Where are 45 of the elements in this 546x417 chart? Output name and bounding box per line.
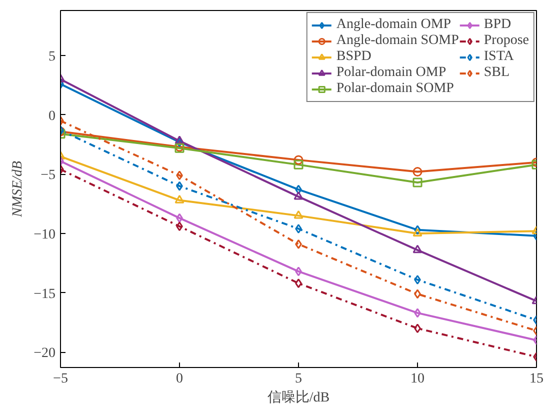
y-tick-label: −5 — [40, 168, 56, 184]
point — [176, 222, 183, 232]
point — [294, 191, 304, 200]
point — [174, 136, 184, 144]
legend-label: SBL — [484, 65, 510, 81]
y-tick-label: −10 — [34, 227, 56, 242]
point — [176, 213, 183, 223]
point — [176, 181, 183, 191]
point — [295, 278, 302, 288]
point — [414, 289, 421, 299]
legend-label: Angle-domain OMP — [336, 17, 452, 33]
legend-label: BSPD — [336, 49, 372, 65]
y-tick-label: −20 — [34, 346, 56, 362]
point — [295, 184, 302, 194]
x-tick-label: 10 — [410, 372, 424, 386]
legend-label: Polar-domain SOMP — [336, 81, 454, 97]
x-tick-label: 15 — [530, 372, 544, 386]
point — [295, 266, 302, 276]
point — [412, 228, 422, 237]
point — [414, 324, 421, 334]
point — [295, 224, 302, 234]
y-tick-label: 0 — [48, 108, 56, 124]
point — [414, 225, 421, 235]
x-tick-label: 0 — [176, 372, 183, 386]
y-tick-label: −15 — [34, 286, 56, 302]
point — [294, 160, 304, 170]
y-tick-label: 5 — [48, 50, 56, 65]
point — [412, 178, 422, 188]
point — [294, 210, 304, 219]
point — [295, 239, 302, 249]
legend-label: ISTA — [484, 49, 514, 65]
point — [174, 194, 184, 204]
legend-label: Angle-domain SOMP — [336, 33, 459, 49]
legend-label: BPD — [484, 17, 512, 33]
point — [412, 167, 422, 177]
point — [412, 244, 422, 254]
legend-label: Polar-domain OMP — [336, 65, 446, 81]
point — [414, 308, 421, 318]
x-axis-title: 信噪比/dB — [267, 390, 330, 406]
legend-label: Propose — [484, 33, 529, 49]
point — [294, 155, 304, 165]
y-axis-title: NMSE/dB — [10, 160, 26, 218]
x-tick-label: 5 — [295, 372, 302, 386]
point — [414, 274, 421, 284]
point — [176, 170, 183, 180]
